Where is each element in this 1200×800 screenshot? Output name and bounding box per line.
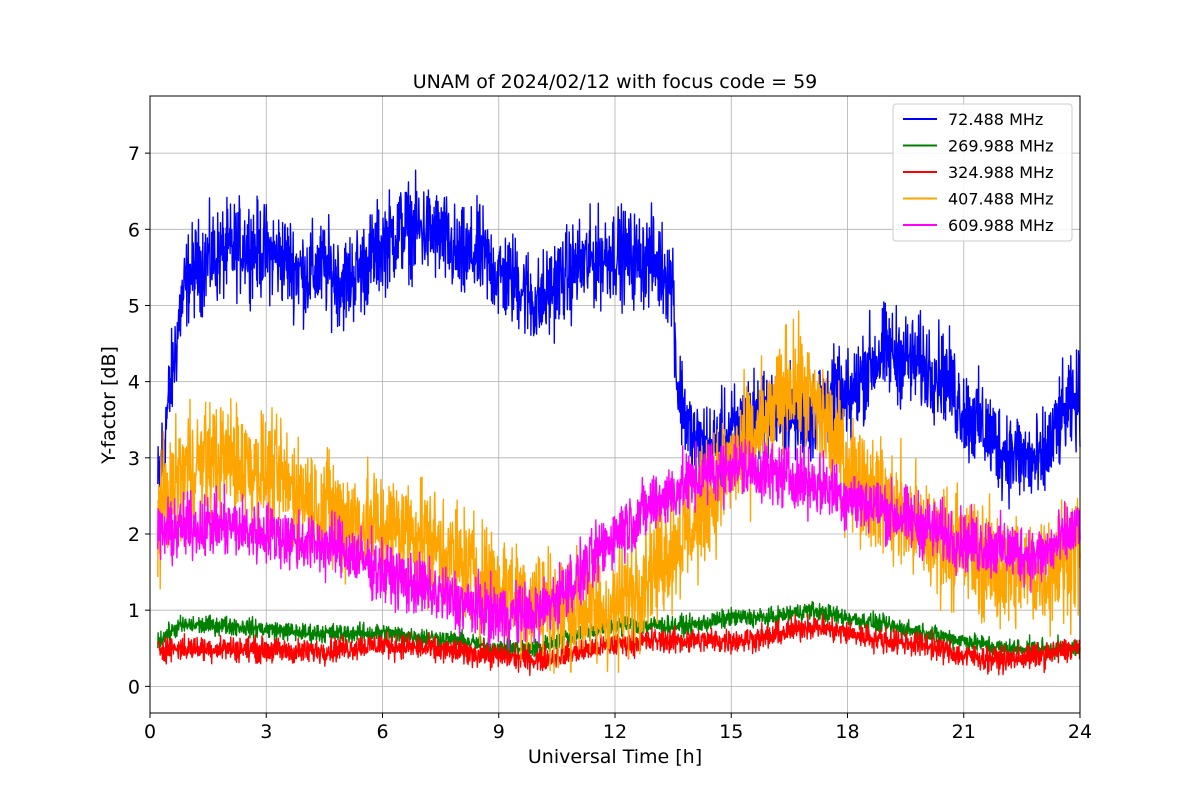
y-tick-label: 5 bbox=[128, 295, 140, 317]
y-tick-label: 2 bbox=[128, 524, 140, 546]
plot-area bbox=[157, 169, 1081, 676]
y-tick-label: 1 bbox=[128, 600, 140, 622]
x-tick-label: 21 bbox=[952, 721, 976, 743]
legend-label-0: 72.488 MHz bbox=[948, 110, 1043, 129]
series-line-4 bbox=[157, 435, 1081, 651]
x-tick-label: 0 bbox=[144, 721, 156, 743]
legend-label-1: 269.988 MHz bbox=[948, 137, 1053, 156]
legend: 72.488 MHz 269.988 MHz 324.988 MHz 407.488 … bbox=[892, 103, 1073, 242]
y-tick-label: 3 bbox=[128, 448, 140, 470]
legend-label-3: 407.488 MHz bbox=[948, 190, 1053, 209]
y-tick-label: 0 bbox=[128, 676, 140, 698]
y-tick-label: 6 bbox=[128, 219, 140, 241]
x-tick-label: 6 bbox=[376, 721, 388, 743]
y-axis-label: Y-factor [dB] bbox=[98, 346, 120, 465]
series-line-3 bbox=[157, 310, 1081, 674]
legend-label-4: 609.988 MHz bbox=[948, 216, 1053, 235]
y-tick-label: 7 bbox=[128, 143, 140, 165]
x-tick-label: 9 bbox=[493, 721, 505, 743]
series-line-0 bbox=[157, 169, 1081, 510]
x-tick-label: 18 bbox=[835, 721, 859, 743]
x-tick-label: 15 bbox=[719, 721, 743, 743]
y-tick-label: 4 bbox=[128, 372, 140, 394]
x-tick-label: 24 bbox=[1068, 721, 1092, 743]
legend-label-2: 324.988 MHz bbox=[948, 163, 1053, 182]
x-tick-label: 3 bbox=[260, 721, 272, 743]
x-tick-label: 12 bbox=[603, 721, 627, 743]
chart-title: UNAM of 2024/02/12 with focus code = 59 bbox=[413, 71, 818, 93]
legend-box bbox=[892, 103, 1073, 242]
x-axis-label: Universal Time [h] bbox=[528, 746, 702, 768]
